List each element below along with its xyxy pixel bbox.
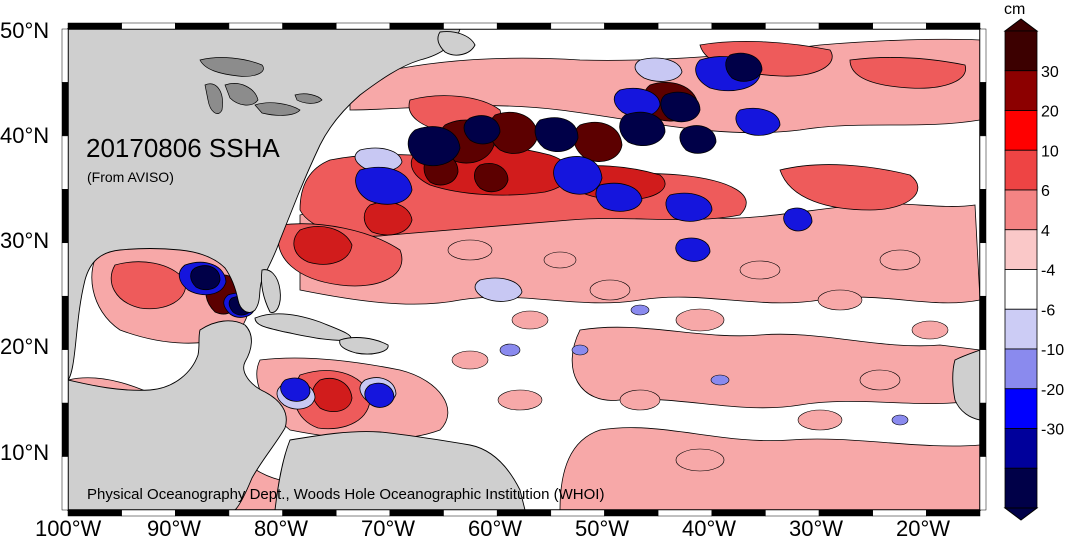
colorbar-top-arrow [1003, 18, 1039, 32]
frame-tick-top [282, 22, 337, 30]
colorbar-label: 20 [1041, 104, 1059, 121]
hispaniola-land [339, 337, 389, 355]
frame-ticks [61, 22, 987, 517]
frame-tick-right [979, 295, 987, 350]
frame-tick-top [818, 22, 873, 30]
colorbar: cm 30 20 10 6 4 -4 -6 -10 -20 -30 [1003, 1, 1064, 521]
small-anomaly-patches [447, 239, 949, 472]
frame-tick-top [335, 22, 391, 30]
credit-text: Physical Oceanography Dept., Woods Hole … [87, 486, 604, 503]
frame-tick-right [979, 349, 987, 404]
north-america-land [68, 29, 461, 381]
frame-tick-right [979, 28, 987, 83]
frame-tick-left [61, 189, 69, 244]
colorbar-swatch [1004, 70, 1038, 111]
lon-label-30w: 30°W [789, 516, 843, 541]
frame-tick-right [979, 402, 987, 457]
colorbar-swatch [1004, 30, 1038, 72]
frame-tick-left [61, 242, 69, 297]
frame-tick-left [61, 295, 69, 350]
florida-land [261, 269, 281, 313]
colorbar-label: 10 [1041, 143, 1059, 160]
frame-tick-top [121, 22, 176, 30]
frame-tick-left [61, 349, 69, 404]
latitude-labels: 50°N 40°N 30°N 20°N 10°N [0, 18, 49, 465]
colorbar-swatch [1004, 110, 1038, 151]
frame-tick-left [61, 456, 69, 511]
frame-tick-top [765, 22, 820, 30]
colorbar-swatch [1004, 269, 1038, 310]
lat-label-30n: 30°N [0, 228, 49, 253]
colorbar-swatch [1004, 348, 1038, 390]
frame-tick-top [175, 22, 230, 30]
frame-tick-bottom [926, 509, 981, 517]
colorbar-label: -30 [1041, 422, 1064, 439]
great-lakes [199, 57, 323, 116]
lon-label-90w: 90°W [147, 516, 201, 541]
lon-label-80w: 80°W [254, 516, 308, 541]
frame-tick-right [979, 135, 987, 190]
map-title: 20170806 SSHA [86, 133, 280, 163]
colorbar-swatch [1004, 149, 1038, 191]
africa-land [952, 349, 980, 421]
frame-tick-top [872, 22, 927, 30]
frame-tick-left [61, 135, 69, 190]
frame-tick-left [61, 28, 69, 83]
frame-tick-left [61, 82, 69, 137]
longitude-labels: 100°W 90°W 80°W 70°W 60°W 50°W 40°W 30°W… [35, 516, 950, 541]
colorbar-swatch [1004, 308, 1038, 350]
frame-tick-left [61, 402, 69, 457]
frame-tick-top [443, 22, 498, 30]
lat-label-40n: 40°N [0, 123, 49, 148]
colorbar-swatch [1004, 428, 1038, 469]
lon-label-70w: 70°W [361, 516, 415, 541]
small-negative-patches [499, 304, 909, 426]
colorbar-label: -6 [1041, 302, 1055, 319]
negative-anomaly-extreme [190, 52, 763, 316]
colorbar-label: 6 [1041, 183, 1050, 200]
lon-label-100w: 100°W [35, 516, 102, 541]
frame-tick-top [67, 22, 122, 30]
lat-label-20n: 20°N [0, 334, 49, 359]
land-mass [68, 29, 980, 510]
lon-label-50w: 50°W [575, 516, 629, 541]
frame-tick-right [979, 456, 987, 511]
south-america-land [274, 431, 526, 510]
frame-tick-right [979, 242, 987, 297]
central-america-land [68, 320, 287, 510]
newfoundland-land [437, 31, 476, 56]
map-subtitle: (From AVISO) [87, 169, 174, 185]
colorbar-label: -10 [1041, 342, 1064, 359]
frame-tick-top [550, 22, 605, 30]
colorbar-label: -4 [1041, 263, 1055, 280]
colorbar-swatch [1004, 388, 1038, 429]
colorbar-label: 30 [1041, 64, 1059, 81]
frame-tick-top [711, 22, 766, 30]
frame-tick-top [389, 22, 444, 30]
colorbar-swatch [1004, 467, 1038, 509]
frame-tick-top [604, 22, 659, 30]
frame-tick-top [657, 22, 713, 30]
lon-label-40w: 40°W [682, 516, 736, 541]
frame-tick-top [926, 22, 981, 30]
colorbar-label: 4 [1041, 223, 1050, 240]
frame-tick-right [979, 82, 987, 137]
lat-label-10n: 10°N [0, 440, 49, 465]
lon-label-60w: 60°W [468, 516, 522, 541]
lon-label-20w: 20°W [896, 516, 950, 541]
colorbar-unit: cm [1004, 1, 1025, 18]
colorbar-swatch [1004, 189, 1038, 231]
colorbar-bottom-arrow [1003, 507, 1039, 521]
colorbar-label: -20 [1041, 382, 1064, 399]
colorbar-swatch [1004, 229, 1038, 270]
frame-tick-right [979, 189, 987, 244]
frame-tick-top [228, 22, 283, 30]
lat-label-50n: 50°N [0, 18, 49, 43]
frame-tick-top [496, 22, 552, 30]
